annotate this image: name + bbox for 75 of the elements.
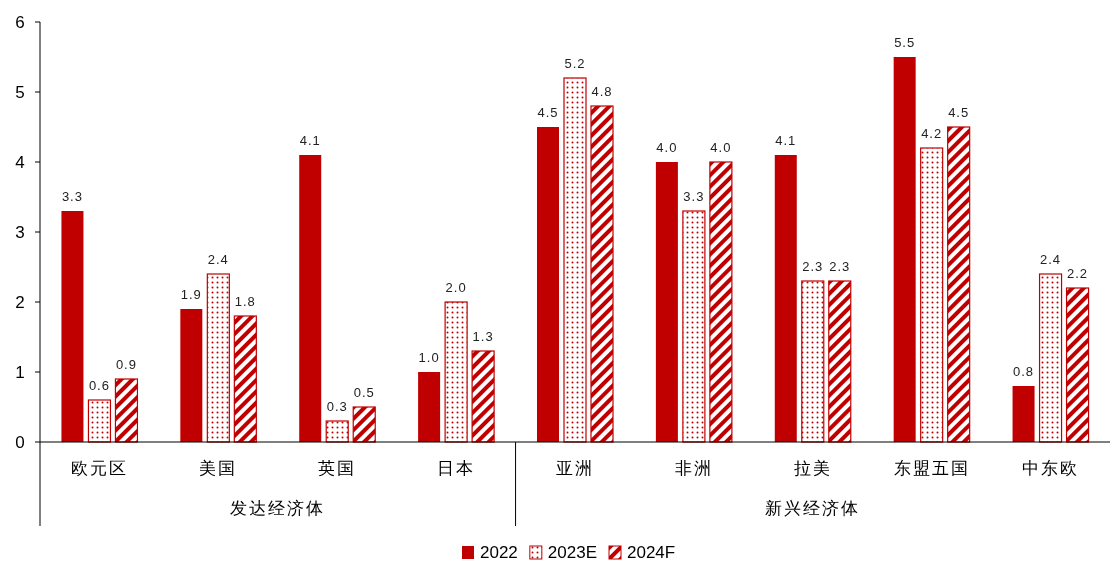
legend-label: 2023E: [547, 543, 597, 562]
x-tick-label: 英国: [318, 459, 357, 478]
data-label: 3.3: [683, 189, 705, 204]
y-tick-label: 6: [15, 13, 25, 32]
x-tick-label: 亚洲: [556, 459, 594, 478]
bar: [180, 309, 203, 442]
data-label: 0.5: [353, 385, 375, 400]
data-label: 2.2: [1067, 266, 1089, 281]
text: 发达经济体: [230, 499, 326, 518]
data-label: 2.4: [207, 252, 229, 267]
bar: [1012, 386, 1035, 442]
data-label: 5.5: [894, 35, 916, 50]
x-tick-label: 非洲: [674, 459, 713, 478]
bar: [709, 161, 733, 443]
text: 新兴经济体: [765, 499, 861, 518]
bar: [325, 420, 349, 443]
data-label: 4.0: [656, 140, 678, 155]
data-label: 4.1: [775, 133, 797, 148]
data-label: 3.3: [61, 189, 83, 204]
data-label: 0.6: [88, 378, 110, 393]
data-label: 2.0: [445, 280, 467, 295]
bar: [206, 273, 230, 443]
bar: [61, 211, 84, 442]
legend-label: 2024F: [627, 543, 676, 562]
x-tick-label: 东盟五国: [893, 459, 970, 478]
legend-label: 2022: [480, 543, 518, 562]
data-label: 0.8: [1013, 364, 1035, 379]
bar: [233, 315, 257, 443]
x-tick-label: 中东欧: [1022, 459, 1080, 478]
data-label: 1.8: [234, 294, 256, 309]
bar: [114, 378, 139, 443]
data-label: 4.8: [591, 84, 613, 99]
x-tick-label: 日本: [437, 459, 476, 478]
bar: [893, 57, 916, 442]
data-label: 1.0: [418, 350, 440, 365]
y-tick-label: 2: [15, 293, 25, 312]
y-tick-label: 3: [15, 223, 25, 242]
bar: [471, 350, 495, 443]
bar: [299, 155, 322, 442]
x-tick-label: 拉美: [793, 459, 832, 478]
data-label: 2.3: [802, 259, 824, 274]
data-label: 4.0: [710, 140, 732, 155]
bar: [87, 399, 112, 443]
data-label: 2.3: [829, 259, 851, 274]
bar: [444, 301, 468, 443]
bar: [590, 105, 614, 443]
bar: [774, 155, 797, 442]
data-label: 4.1: [299, 133, 321, 148]
data-label: 4.5: [537, 105, 559, 120]
y-tick-label: 0: [15, 433, 25, 452]
bar: [1065, 287, 1090, 443]
bar: [947, 126, 971, 443]
bar: [418, 372, 441, 442]
data-label: 1.9: [180, 287, 202, 302]
x-tick-label: 美国: [199, 459, 238, 478]
bar: [801, 280, 825, 443]
bar: [655, 162, 678, 442]
data-label: 4.5: [948, 105, 970, 120]
y-tick-label: 1: [15, 363, 25, 382]
bar: [352, 406, 376, 443]
data-label: 5.2: [564, 56, 586, 71]
bar: [1038, 273, 1063, 443]
y-tick-label: 5: [15, 83, 25, 102]
x-tick-label: 欧元区: [70, 459, 128, 478]
data-label: 0.9: [115, 357, 137, 372]
bar: [828, 280, 852, 443]
data-label: 1.3: [472, 329, 494, 344]
data-label: 2.4: [1040, 252, 1062, 267]
bar: [920, 147, 944, 443]
bar: [563, 77, 587, 443]
y-tick-label: 4: [15, 153, 25, 172]
bar: [682, 210, 706, 443]
data-label: 0.3: [326, 399, 348, 414]
data-label: 4.2: [921, 126, 943, 141]
bar: [537, 127, 559, 442]
